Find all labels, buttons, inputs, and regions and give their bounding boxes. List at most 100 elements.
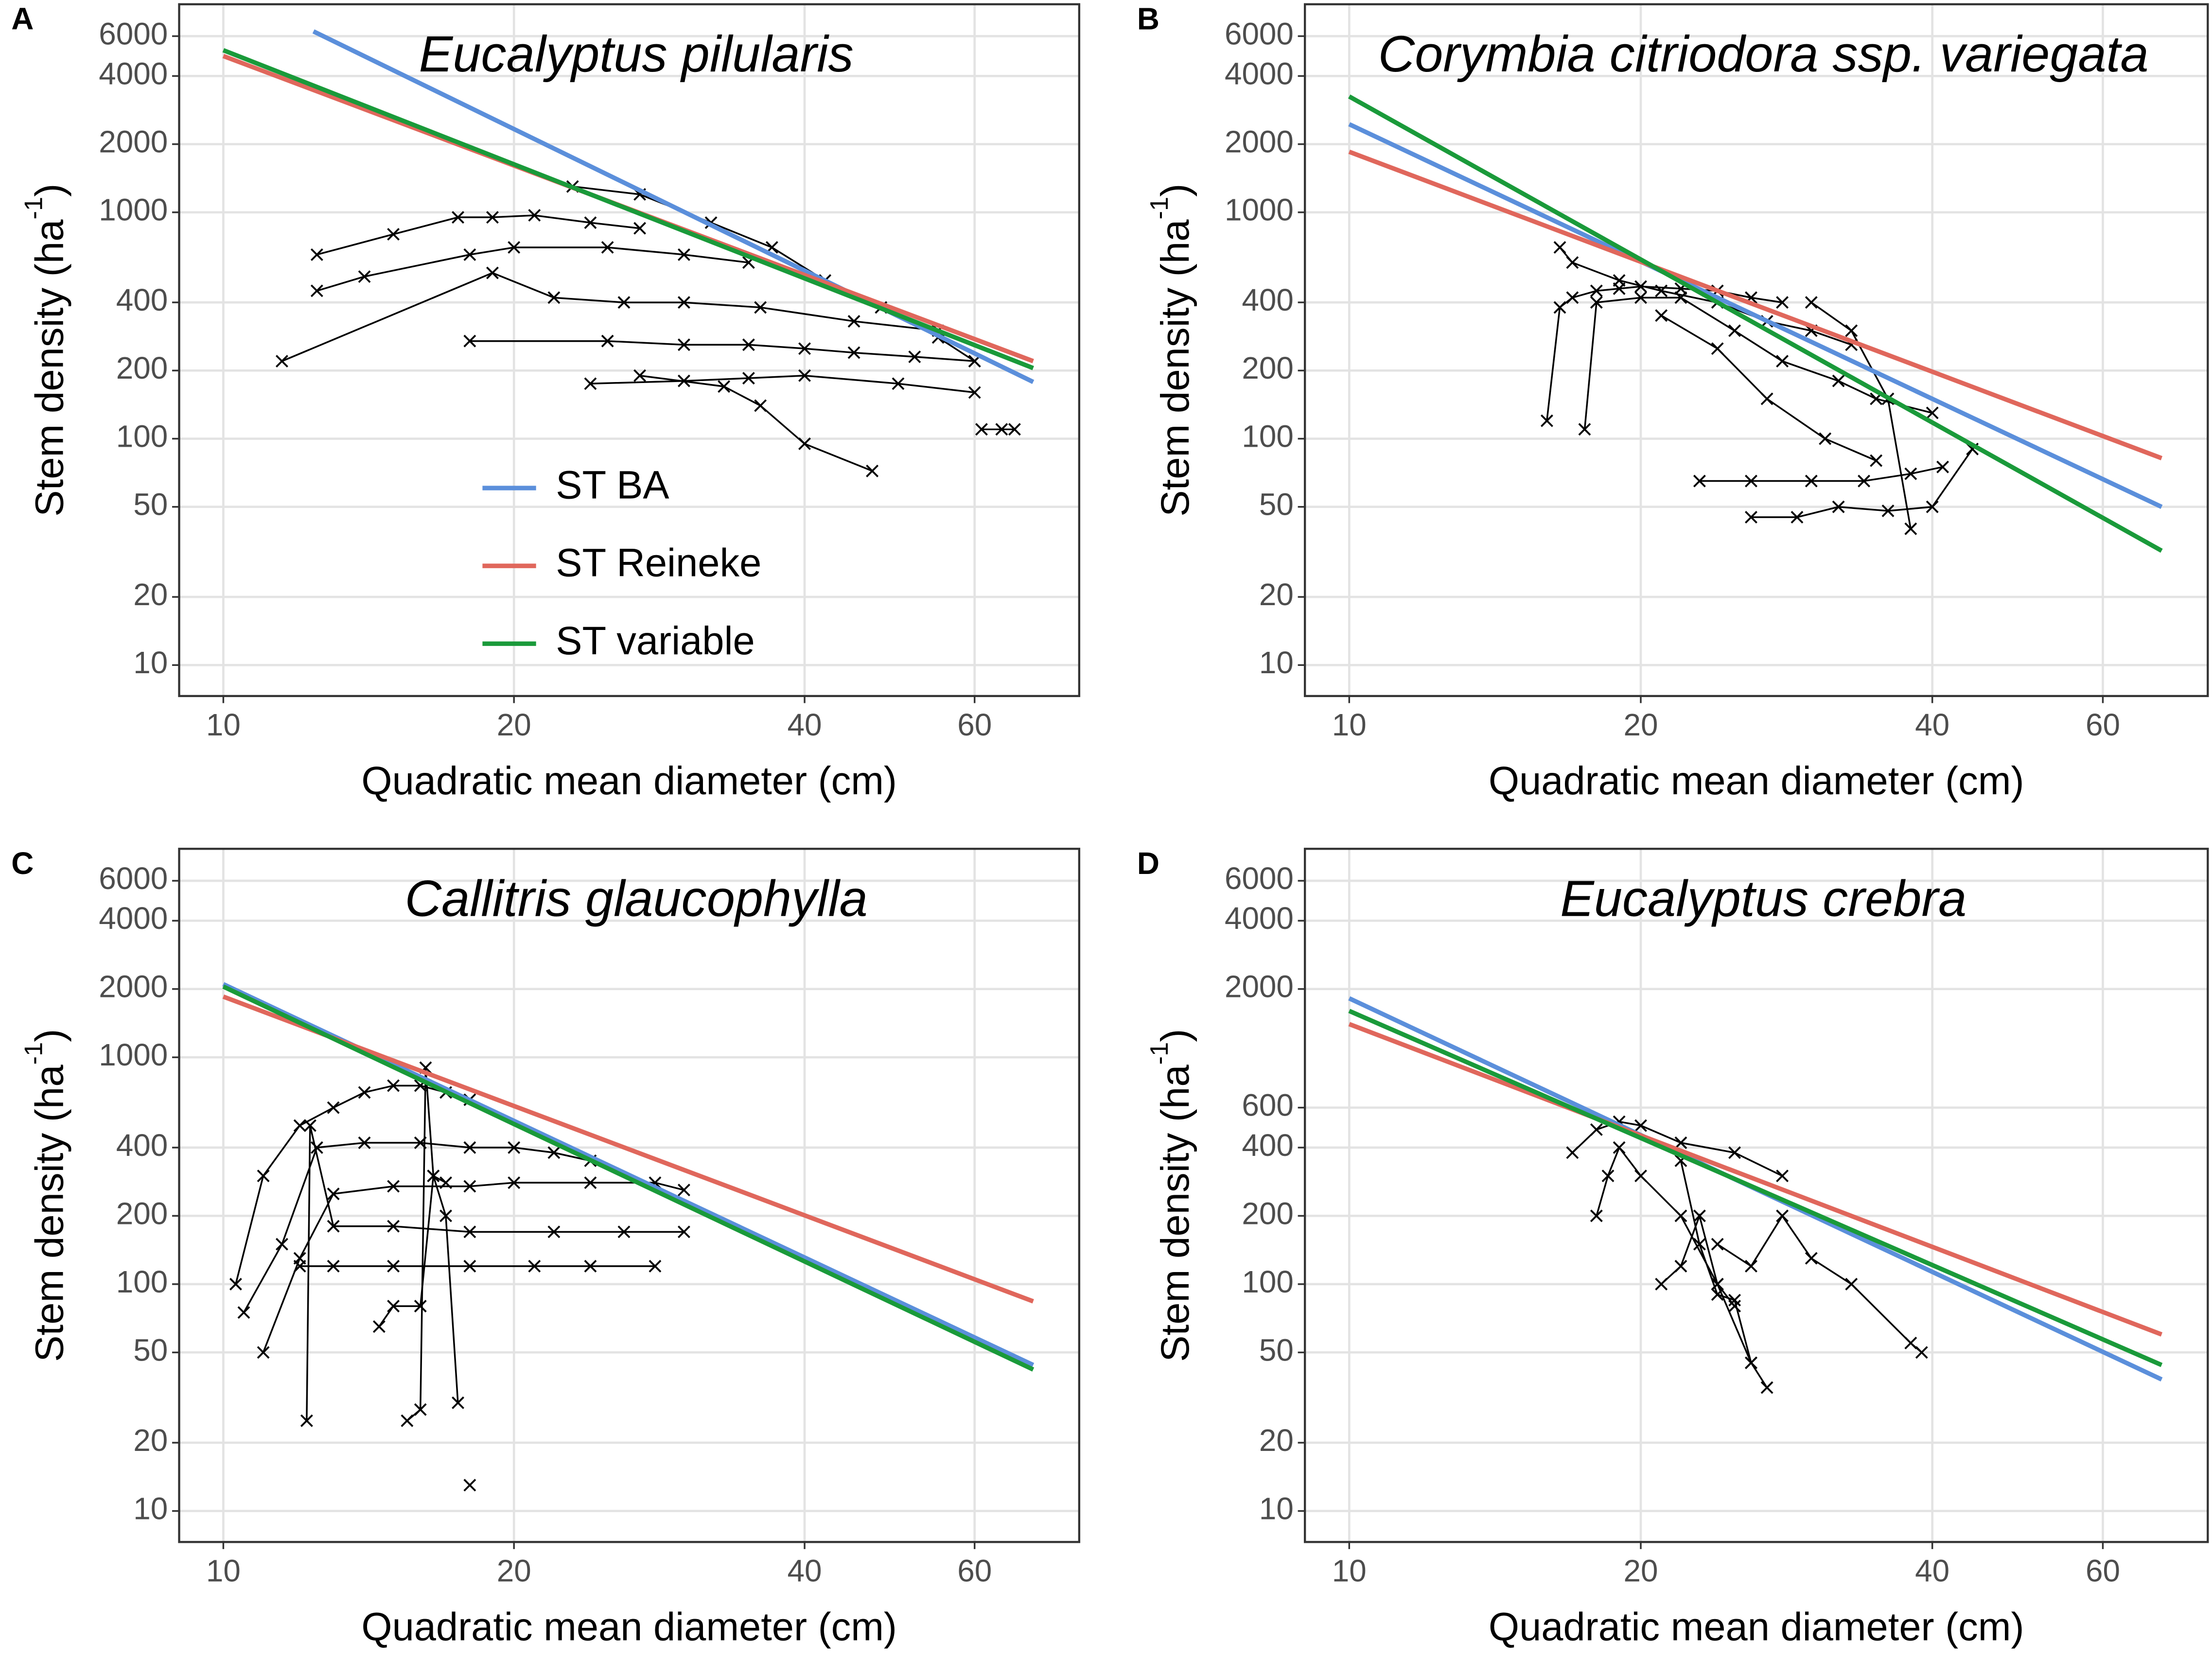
observed-marker	[1745, 511, 1757, 524]
y-axis-label-sup: -1	[19, 197, 48, 220]
observed-marker	[387, 1300, 400, 1313]
observed-marker	[677, 338, 690, 351]
observed-marker	[1728, 324, 1741, 337]
y-axis-label-close: )	[1153, 184, 1197, 197]
observed-marker	[1904, 467, 1917, 480]
observed-marker	[508, 1141, 521, 1154]
y-axis-label-text: Stem density (ha	[27, 1065, 71, 1362]
observed-marker	[1578, 423, 1591, 436]
y-tick-label: 400	[1242, 1128, 1293, 1163]
observed-marker	[908, 350, 921, 364]
observed-marker	[463, 1479, 476, 1492]
observed-marker	[1566, 1146, 1579, 1159]
plot-background	[1305, 4, 2208, 696]
observed-marker	[1711, 1277, 1724, 1291]
panel-label: D	[1137, 846, 1159, 881]
observed-marker	[275, 355, 288, 368]
y-tick-label: 10	[133, 1491, 168, 1526]
series-line	[222, 995, 1034, 1304]
y-tick-label: 6000	[1225, 861, 1294, 896]
observed-marker	[1566, 256, 1579, 269]
plot-background	[179, 849, 1079, 1542]
y-tick-label: 200	[1242, 350, 1293, 385]
observed-marker	[275, 1238, 288, 1251]
y-tick-label: 100	[1242, 1264, 1293, 1299]
observed-marker	[892, 377, 905, 390]
x-tick-label: 10	[206, 1553, 241, 1588]
observed-marker	[229, 1277, 242, 1291]
x-tick-label: 40	[788, 707, 822, 742]
plot-background	[179, 4, 1079, 696]
y-tick-label: 1000	[99, 192, 168, 227]
x-tick-label: 40	[1915, 1553, 1949, 1588]
observed-marker	[798, 369, 811, 382]
y-tick-label: 4000	[1225, 901, 1294, 936]
y-axis-label-sup: -1	[1145, 1042, 1174, 1065]
observed-marker	[1776, 1209, 1789, 1222]
observed-marker	[1634, 291, 1647, 304]
observed-trajectory	[1810, 301, 1912, 529]
observed-marker	[1832, 500, 1845, 513]
y-axis-label: Stem density (ha-1)	[1145, 184, 1197, 517]
observed-marker	[1674, 1136, 1687, 1149]
x-tick-label: 20	[497, 707, 531, 742]
observed-marker	[293, 1259, 306, 1273]
observed-marker	[486, 211, 499, 224]
observed-marker	[463, 1225, 476, 1239]
y-tick-label: 6000	[99, 861, 168, 896]
observed-marker	[327, 1220, 340, 1233]
y-tick-label: 1000	[99, 1037, 168, 1072]
observed-marker	[300, 1414, 313, 1427]
y-tick-label: 50	[133, 487, 168, 522]
observed-marker	[358, 1136, 371, 1149]
observed-marker	[1590, 296, 1603, 309]
observed-marker	[1805, 474, 1818, 488]
y-axis-label-text: Stem density (ha	[1153, 219, 1197, 517]
observed-marker	[798, 437, 811, 450]
y-tick-label: 100	[116, 419, 168, 454]
observed-marker	[1819, 432, 1832, 445]
y-tick-label: 2000	[1225, 969, 1294, 1004]
observed-trajectory	[1546, 285, 1783, 421]
observed-marker	[601, 334, 614, 348]
y-tick-label: 50	[1259, 487, 1294, 522]
series-line	[1348, 1022, 2163, 1337]
observed-marker	[584, 1176, 597, 1189]
y-tick-label: 20	[133, 1423, 168, 1458]
y-axis-label-text: Stem density (ha	[27, 219, 71, 517]
observed-marker	[617, 296, 631, 309]
observed-marker	[1776, 1169, 1789, 1183]
observed-marker	[372, 1320, 386, 1333]
y-tick-label: 2000	[1225, 124, 1294, 159]
observed-marker	[1926, 500, 1939, 513]
observed-marker	[327, 1101, 340, 1114]
observed-marker	[847, 346, 860, 359]
y-axis-label-close: )	[1153, 1029, 1197, 1042]
observed-marker	[1655, 309, 1668, 322]
y-tick-label: 10	[1259, 1491, 1294, 1526]
y-axis-label: Stem density (ha-1)	[19, 1029, 71, 1362]
observed-marker	[1590, 284, 1603, 297]
observed-marker	[414, 1403, 427, 1416]
observed-marker	[866, 464, 879, 477]
observed-marker	[995, 423, 1008, 436]
y-tick-label: 4000	[1225, 56, 1294, 91]
observed-marker	[1745, 474, 1757, 488]
observed-marker	[1776, 355, 1789, 368]
observed-marker	[547, 1225, 561, 1239]
observed-marker	[1845, 1277, 1858, 1291]
observed-marker	[1760, 1381, 1773, 1394]
observed-marker	[439, 1209, 452, 1222]
observed-marker	[718, 380, 731, 393]
observed-trajectory	[590, 374, 975, 394]
observed-marker	[1590, 1123, 1603, 1136]
observed-marker	[463, 1141, 476, 1154]
observed-marker	[1728, 1146, 1741, 1159]
observed-marker	[1711, 1238, 1724, 1251]
observed-marker	[387, 1180, 400, 1193]
observed-marker	[401, 1414, 414, 1427]
chart-title: Eucalyptus pilularis	[419, 26, 854, 83]
observed-marker	[327, 1187, 340, 1201]
observed-marker	[387, 1220, 400, 1233]
observed-marker	[387, 227, 400, 241]
